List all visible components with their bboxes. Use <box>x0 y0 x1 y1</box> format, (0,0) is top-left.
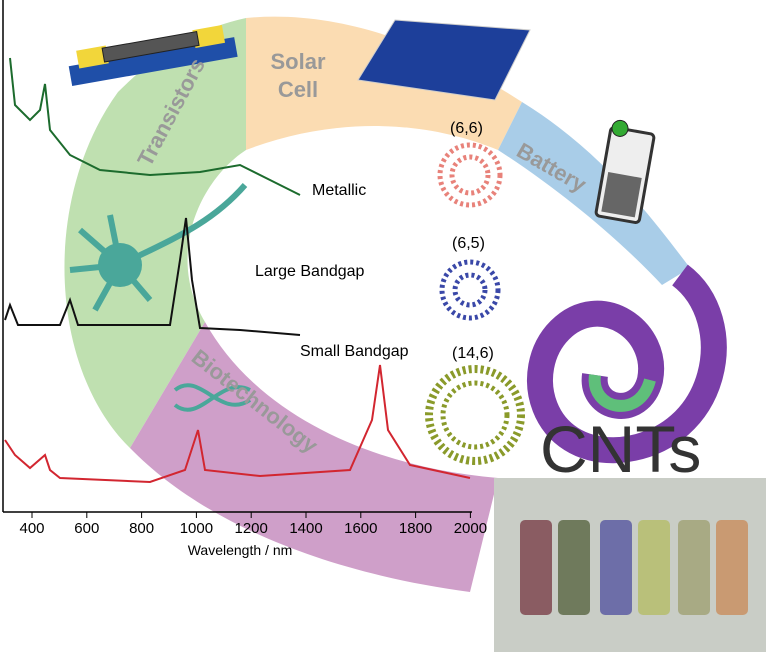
spectrum-label: Small Bandgap <box>300 343 409 360</box>
solar-label: Solar Cell <box>270 49 326 102</box>
neuron-body <box>98 243 142 287</box>
battery-band <box>498 102 690 285</box>
x-tick-label: 1200 <box>235 520 268 537</box>
biotech-band <box>130 322 498 592</box>
x-tick-label: 400 <box>19 520 44 537</box>
x-tick-label: 1800 <box>399 520 432 537</box>
x-tick-label: 1400 <box>289 520 322 537</box>
transistor-icon <box>68 25 238 86</box>
chirality-label: (6,5) <box>452 235 485 252</box>
small-bandgap-spectrum <box>4 364 471 484</box>
transistor-band <box>64 18 247 448</box>
metallic-spectrum <box>9 57 301 196</box>
x-axis-label: Wavelength / nm <box>188 542 293 558</box>
battery-icon <box>594 119 656 225</box>
chirality-label: (6,6) <box>450 120 483 137</box>
spectrum-label: Metallic <box>312 182 366 199</box>
nanotubes <box>425 142 525 465</box>
x-tick-label: 800 <box>129 520 154 537</box>
solar-panel <box>357 19 531 101</box>
x-tick-label: 1600 <box>344 520 377 537</box>
spectrum-label: Large Bandgap <box>255 263 365 280</box>
vials <box>520 520 748 615</box>
spiral-core <box>588 374 656 412</box>
title: CNTs <box>540 412 701 486</box>
large-bandgap-spectrum <box>4 217 301 336</box>
chirality-label: (14,6) <box>452 345 494 362</box>
dna <box>173 383 252 412</box>
x-tick-label: 1000 <box>180 520 213 537</box>
x-tick-label: 2000 <box>454 520 487 537</box>
x-tick-label: 600 <box>74 520 99 537</box>
